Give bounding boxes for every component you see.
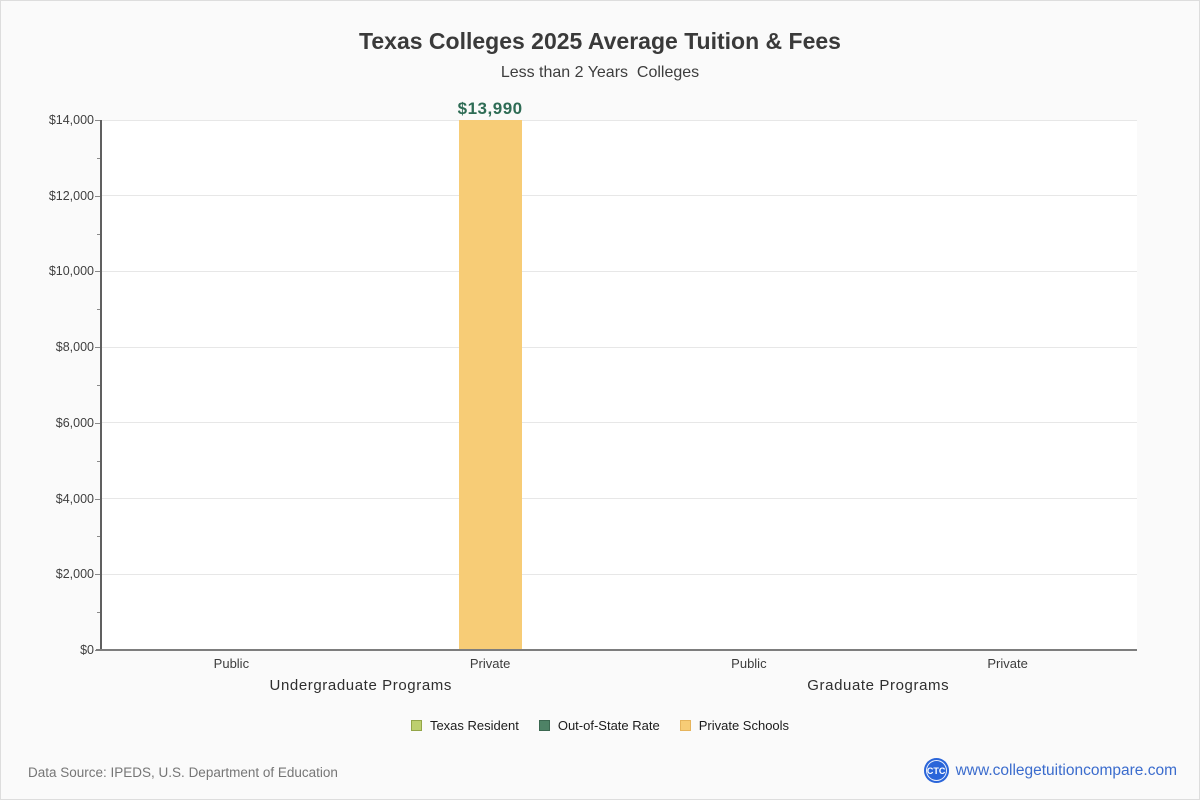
gridline [102,573,1137,575]
x-tick-label: Private [987,656,1028,671]
y-minor-tick [97,309,101,311]
bar-private-schools-private[interactable] [458,120,522,650]
legend-item-private-schools[interactable]: Private Schools [679,718,790,733]
plot-area: $13,990 [102,99,1137,650]
y-minor-tick [97,536,101,538]
y-tick-label: $10,000 [48,264,94,279]
x-tick-label: Private [469,656,511,671]
gridline [102,346,1137,348]
y-tick-label: $2,000 [55,567,94,582]
y-major-tick [95,422,101,424]
y-tick-label: $12,000 [48,188,94,203]
legend-swatch-icon [679,720,691,731]
y-major-tick [95,574,101,576]
legend-item-texas-resident[interactable]: Texas Resident [410,718,519,733]
x-group-label: Undergraduate Programs [269,677,452,694]
y-tick-label: $0 [80,643,94,657]
y-tick-label: $8,000 [55,340,94,355]
y-minor-tick [97,157,101,159]
y-minor-tick [97,385,101,386]
y-major-tick [95,195,101,197]
chart-subtitle: Less than 2 Years Colleges [500,64,700,81]
y-major-tick [95,347,101,349]
legend-item-out-of-state-rate[interactable]: Out-of-State Rate [538,718,660,733]
gridline [102,498,1137,500]
legend-label: Out-of-State Rate [557,718,660,733]
x-axis-group-labels: Undergraduate Programs Graduate Programs [102,677,1137,699]
y-minor-tick [97,233,101,235]
legend-swatch-icon [538,720,550,731]
y-minor-tick [97,460,101,462]
footer-branding: CTC www.collegetuitioncompare.com [923,758,1177,783]
y-tick-label: $6,000 [55,415,94,430]
x-group-label: Graduate Programs [807,677,950,694]
gridline [102,119,1137,121]
x-axis-category-labels: Public Private Public Private [102,656,1137,674]
y-minor-tick [97,612,101,614]
x-axis-line [96,649,1137,651]
ctc-logo-icon[interactable]: CTC [923,758,949,783]
y-major-tick [95,271,101,273]
x-tick-label: Public [213,656,250,671]
website-link[interactable]: www.collegetuitioncompare.com [955,761,1177,779]
x-tick-label: Public [731,656,767,671]
legend-label: Private Schools [698,718,790,733]
gridline [102,270,1137,272]
y-tick-label: $14,000 [48,113,94,127]
gridline [102,422,1137,424]
y-axis-labels: $0 $2,000 $4,000 $6,000 $8,000 $10,000 $12,000… [1,113,94,657]
chart-title: Texas Colleges 2025 Average Tuition & Fe… [359,28,841,54]
y-tick-label: $4,000 [55,491,94,506]
legend: Texas Resident Out-of-State Rate Private S… [1,718,1199,733]
y-major-tick [95,120,101,121]
y-axis-line [100,120,102,650]
legend-swatch-icon [410,720,422,731]
bar-value-label: $13,990 [457,99,523,119]
y-major-tick [95,498,101,500]
data-source-note: Data Source: IPEDS, U.S. Department of E… [28,765,338,780]
legend-label: Texas Resident [429,718,519,733]
gridline [102,195,1137,197]
